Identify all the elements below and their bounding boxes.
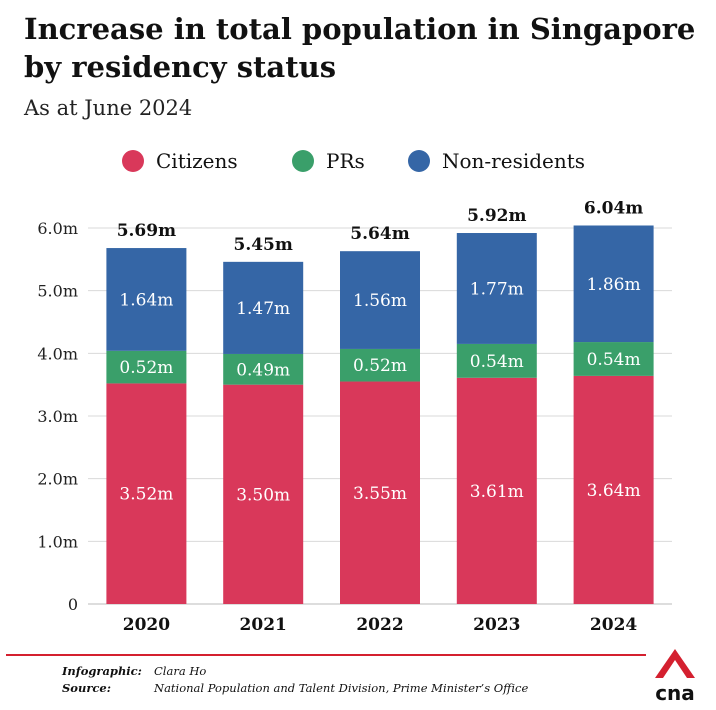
bar-segment-citizens bbox=[340, 381, 420, 604]
bar-segment-prs bbox=[223, 353, 304, 385]
bar-segment-prs bbox=[573, 342, 654, 376]
cna-logo-icon: cna bbox=[655, 649, 695, 704]
bar-segment-citizens bbox=[456, 377, 537, 604]
legend-item-citizens: Citizens bbox=[122, 146, 238, 176]
total-label: 5.64m bbox=[350, 224, 409, 244]
legend-item-non-residents: Non-residents bbox=[408, 146, 585, 176]
credit-infographic: Infographic: Clara Ho bbox=[62, 664, 206, 678]
y-tick-label: 0 bbox=[68, 595, 78, 614]
cna-logo-text: cna bbox=[655, 681, 695, 704]
total-label: 6.04m bbox=[584, 198, 643, 218]
prs-swatch-icon bbox=[292, 150, 314, 172]
data-label-prs: 0.52m bbox=[353, 356, 407, 376]
bar-segment-non-residents bbox=[106, 248, 187, 351]
x-tick-label: 2023 bbox=[473, 615, 520, 635]
data-label-prs: 0.54m bbox=[587, 350, 641, 370]
data-label-citizens: 3.50m bbox=[236, 485, 290, 505]
credit-source: Source: National Population and Talent Di… bbox=[62, 681, 528, 695]
data-label-citizens: 3.61m bbox=[470, 482, 524, 502]
data-label-non-residents: 1.86m bbox=[587, 275, 641, 295]
credit-infographic-value: Clara Ho bbox=[154, 664, 207, 678]
data-label-citizens: 3.52m bbox=[119, 485, 173, 505]
bar-segment-citizens bbox=[223, 384, 304, 604]
x-tick-label: 2024 bbox=[590, 615, 637, 635]
credit-source-label: Source: bbox=[62, 681, 111, 695]
y-tick-label: 5.0m bbox=[37, 282, 78, 301]
legend-label-prs: PRs bbox=[326, 149, 365, 173]
y-tick-label: 6.0m bbox=[37, 219, 78, 238]
y-tick-label: 2.0m bbox=[37, 470, 78, 489]
data-label-non-residents: 1.64m bbox=[119, 290, 173, 310]
legend-label-non-residents: Non-residents bbox=[442, 149, 586, 173]
data-label-prs: 0.52m bbox=[119, 358, 173, 378]
chart-title: Increase in total population in Singapor… bbox=[24, 12, 696, 84]
legend-label-citizens: Citizens bbox=[156, 149, 238, 173]
citizens-swatch-icon bbox=[122, 150, 144, 172]
legend-item-prs: PRs bbox=[292, 146, 365, 176]
data-label-citizens: 3.55m bbox=[353, 484, 407, 504]
data-label-non-residents: 1.47m bbox=[236, 299, 290, 319]
data-label-non-residents: 1.56m bbox=[353, 291, 407, 311]
y-tick-label: 3.0m bbox=[37, 407, 78, 426]
data-label-citizens: 3.64m bbox=[587, 481, 641, 501]
data-label-prs: 0.54m bbox=[470, 352, 524, 372]
bar-segment-citizens bbox=[106, 383, 187, 604]
x-tick-label: 2021 bbox=[240, 615, 287, 635]
bar-segment-non-residents bbox=[573, 225, 654, 343]
x-tick-label: 2022 bbox=[356, 615, 403, 635]
bar-segment-non-residents bbox=[223, 261, 304, 354]
x-tick-label: 2020 bbox=[123, 615, 170, 635]
total-label: 5.45m bbox=[233, 235, 292, 255]
chart-subtitle: As at June 2024 bbox=[24, 96, 193, 120]
data-label-non-residents: 1.77m bbox=[470, 279, 524, 299]
bar-segment-citizens bbox=[573, 375, 654, 604]
total-label: 5.69m bbox=[117, 221, 176, 241]
bar-segment-non-residents bbox=[340, 251, 420, 349]
data-label-prs: 0.49m bbox=[236, 360, 290, 380]
footer-rule bbox=[6, 654, 646, 656]
non-residents-swatch-icon bbox=[408, 150, 430, 172]
stacked-bar-chart: 0 1.0m 2.0m 3.0m 4.0m 5.0m 6.0m 3.52m 0.52m 1.64m… bbox=[37, 198, 672, 635]
y-tick-label: 1.0m bbox=[37, 532, 78, 551]
credit-infographic-label: Infographic: bbox=[62, 664, 142, 678]
bar-segment-prs bbox=[106, 350, 187, 384]
y-tick-label: 4.0m bbox=[37, 344, 78, 363]
legend: Citizens PRs Non-residents bbox=[0, 146, 716, 176]
credit-source-value: National Population and Talent Division,… bbox=[154, 681, 529, 695]
bar-segment-prs bbox=[456, 343, 537, 378]
bar-segment-non-residents bbox=[456, 233, 537, 344]
bar-segment-prs bbox=[340, 348, 420, 382]
total-label: 5.92m bbox=[467, 206, 526, 226]
